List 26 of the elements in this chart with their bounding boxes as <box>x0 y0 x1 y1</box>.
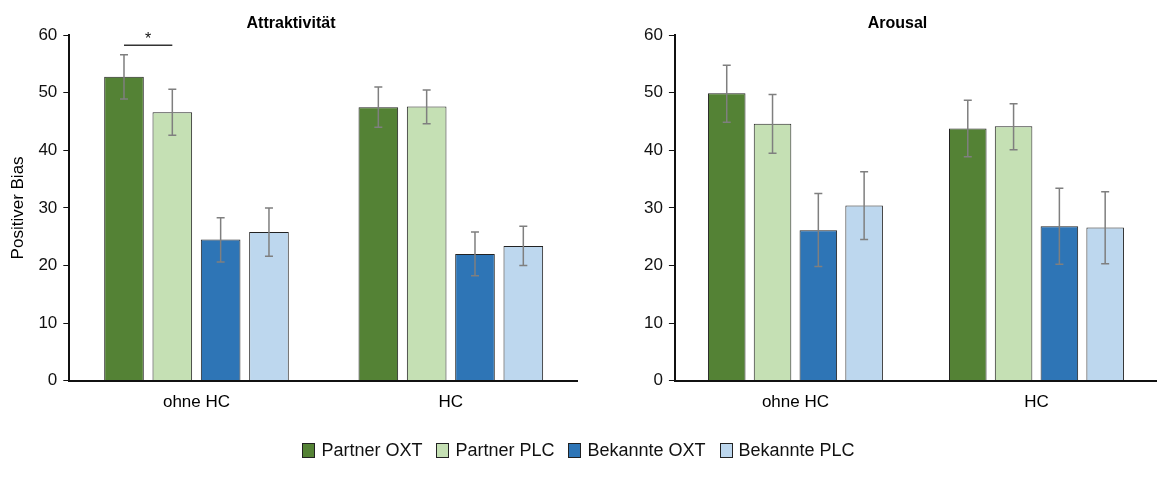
x-tick-label: ohne HC <box>761 392 829 412</box>
y-tick-label: 10 <box>38 312 58 332</box>
y-tick-label: 50 <box>643 82 663 102</box>
legend-label: Bekannte PLC <box>738 440 855 461</box>
y-tick-label: 20 <box>643 255 663 275</box>
y-tick-label: 40 <box>38 140 58 160</box>
y-tick-label: 30 <box>38 197 58 217</box>
y-tick-label: 0 <box>47 370 58 390</box>
y-tick-label: 10 <box>643 312 663 332</box>
x-tick-label: HC <box>438 392 464 412</box>
chart-title: Arousal <box>867 14 928 32</box>
x-tick-label: ohne HC <box>162 392 231 412</box>
y-tick-label: 40 <box>643 140 663 160</box>
chart-title: Attraktivität <box>246 14 337 32</box>
annotation: * <box>145 29 152 47</box>
legend-label: Bekannte OXT <box>587 440 706 461</box>
y-tick-label: 60 <box>38 24 58 44</box>
y-tick-label: 50 <box>38 82 58 102</box>
x-tick-label: HC <box>1024 392 1049 412</box>
legend-label: Partner PLC <box>455 440 555 461</box>
legend-label: Partner OXT <box>321 440 423 461</box>
y-tick-label: 0 <box>653 370 663 390</box>
y-tick-label: 30 <box>643 197 663 217</box>
y-axis-title: Positiver Bias <box>7 156 27 260</box>
y-tick-label: 20 <box>38 255 58 275</box>
y-tick-label: 60 <box>643 24 663 44</box>
